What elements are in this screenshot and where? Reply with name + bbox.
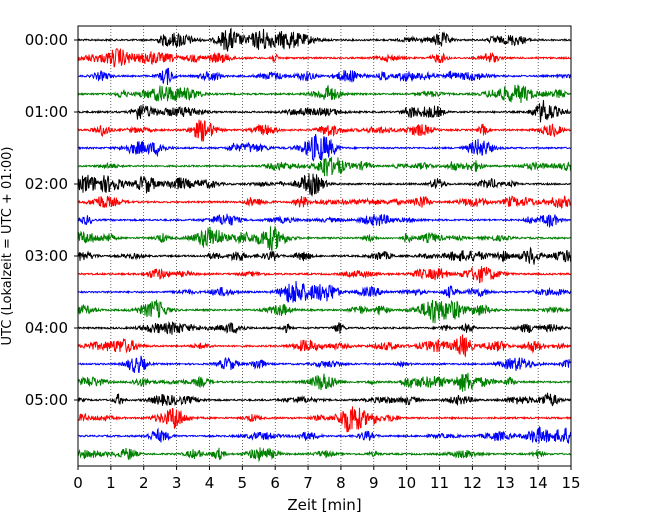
x-tick-label: 11 — [430, 474, 449, 492]
trace-0000 — [77, 27, 572, 52]
x-tick-label: 8 — [336, 474, 346, 492]
trace-0530 — [77, 425, 572, 444]
x-tick-label: 9 — [369, 474, 379, 492]
x-axis-label: Zeit [min] — [287, 496, 361, 514]
trace-0300 — [77, 246, 572, 265]
y-tick-label: 01:00 — [25, 103, 68, 121]
trace-0115 — [77, 119, 572, 143]
x-tick-label: 2 — [139, 474, 149, 492]
trace-0400 — [77, 320, 572, 335]
trace-0515 — [77, 406, 572, 433]
x-tick-label: 4 — [205, 474, 215, 492]
trace-0015 — [77, 48, 572, 68]
x-tick-label: 13 — [496, 474, 515, 492]
x-tick-label: 6 — [270, 474, 280, 492]
x-tick-label: 15 — [561, 474, 580, 492]
x-tick-label: 7 — [303, 474, 313, 492]
y-axis: 00:00 01:00 02:00 03:00 04:00 05:00 — [25, 31, 78, 409]
x-tick-label: 14 — [529, 474, 548, 492]
trace-0230 — [77, 213, 572, 229]
trace-0315 — [77, 266, 572, 284]
y-axis-label: UTC (Lokalzeit = UTC + 01:00) — [0, 147, 15, 346]
x-tick-label: 0 — [73, 474, 83, 492]
trace-0145 — [77, 156, 572, 177]
trace-0500 — [77, 392, 572, 407]
x-tick-label: 10 — [397, 474, 416, 492]
trace-0030 — [77, 67, 572, 86]
trace-0330 — [77, 280, 572, 303]
x-axis: 0 1 2 3 4 5 6 7 8 9 10 11 12 13 14 15 — [73, 466, 581, 492]
y-tick-label: 04:00 — [25, 319, 68, 337]
y-tick-label: 03:00 — [25, 247, 68, 265]
trace-0045 — [77, 84, 572, 103]
trace-0430 — [77, 355, 572, 374]
x-tick-label: 1 — [106, 474, 116, 492]
trace-0445 — [77, 372, 572, 392]
trace-0245 — [77, 226, 572, 252]
trace-0130 — [77, 134, 572, 162]
trace-group — [77, 27, 572, 463]
trace-0215 — [77, 195, 572, 209]
x-tick-label: 5 — [238, 474, 248, 492]
trace-0100 — [77, 100, 572, 123]
trace-0200 — [77, 173, 572, 197]
y-tick-label: 02:00 — [25, 175, 68, 193]
plot-frame — [77, 25, 572, 467]
trace-0345 — [77, 299, 572, 324]
x-tick-label: 12 — [463, 474, 482, 492]
x-tick-label: 3 — [172, 474, 182, 492]
trace-0545 — [77, 447, 572, 463]
y-tick-label: 05:00 — [25, 391, 68, 409]
y-tick-label: 00:00 — [25, 31, 68, 49]
trace-0415 — [77, 334, 572, 358]
